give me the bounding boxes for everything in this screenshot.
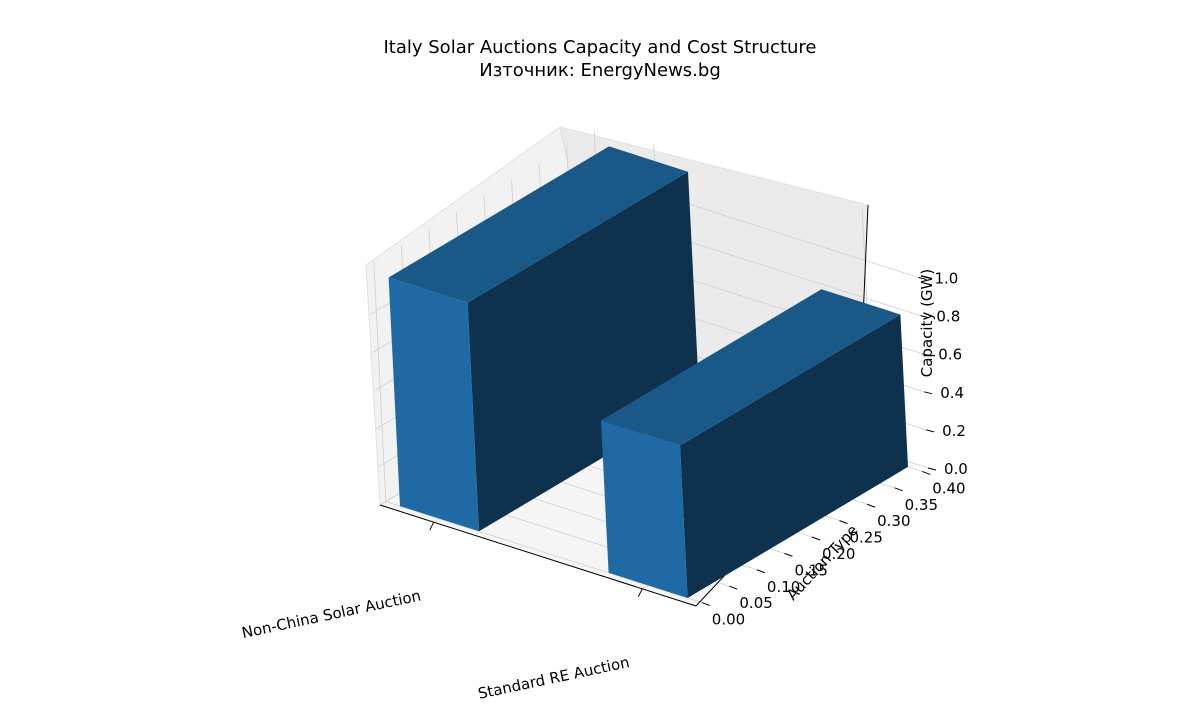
bar-1-top (601, 289, 901, 446)
y-tick-3 (784, 552, 793, 557)
y-tick-label-0: 0.00 (712, 611, 745, 629)
z-tick-label-1: 0.2 (942, 422, 966, 440)
y-tick-label-5: 0.25 (850, 529, 883, 547)
y-tick-label-2: 0.10 (767, 578, 800, 596)
y-tick-8 (922, 470, 931, 475)
z-tick-label-4: 0.8 (936, 308, 960, 326)
bar-1-front (601, 420, 688, 598)
z-tick-1 (925, 429, 935, 433)
y-tick-label-6: 0.30 (877, 512, 910, 530)
x-axis-line (379, 504, 697, 607)
y-tick-6 (866, 503, 876, 508)
y-tick-7 (894, 487, 903, 492)
z-tick-label-3: 0.6 (938, 346, 962, 364)
z-tick-2 (924, 391, 933, 395)
y-tick-5 (839, 520, 848, 525)
bar-0-side (467, 171, 700, 532)
z-tick-label-0: 0.0 (944, 460, 968, 478)
y-tick-1 (729, 585, 738, 590)
z-tick-0 (927, 467, 937, 471)
y-tick-label-3: 0.15 (795, 561, 828, 579)
y-tick-label-4: 0.20 (822, 545, 855, 563)
z-axis-label: Capacity (GW) (918, 269, 936, 377)
chart-subtitle: Източник: EnergyNews.bg (479, 60, 721, 81)
bar-1-side (680, 314, 908, 598)
z-tick-label-5: 1.0 (935, 270, 959, 288)
y-grid-back-0 (373, 261, 387, 502)
bar-0-front (388, 277, 479, 532)
bars (388, 146, 908, 598)
chart-title-line: Italy Solar Auctions Capacity and Cost S… (383, 37, 817, 58)
y-tick-2 (756, 569, 766, 574)
bar-1 (601, 289, 908, 598)
y-tick-label-8: 0.40 (932, 480, 965, 498)
chart-title: Italy Solar Auctions Capacity and Cost S… (0, 36, 1200, 82)
z-tick-5 (918, 277, 927, 281)
x-tick-label-0: Non-China Solar Auction (240, 587, 422, 643)
z-tick-4 (920, 315, 929, 319)
bar-0-top (388, 146, 688, 303)
z-tick-3 (922, 353, 931, 357)
y-tick-label-7: 0.35 (905, 496, 938, 514)
y-tick-label-1: 0.05 (739, 594, 772, 612)
z-tick-label-2: 0.4 (940, 384, 964, 402)
y-tick-0 (701, 602, 710, 607)
bar-0 (388, 146, 700, 532)
x-tick-0 (429, 521, 435, 531)
x-tick-label-1: Standard RE Auction (476, 653, 631, 703)
y-tick-4 (811, 536, 821, 541)
tick-marks (429, 277, 937, 607)
x-tick-1 (637, 588, 643, 598)
